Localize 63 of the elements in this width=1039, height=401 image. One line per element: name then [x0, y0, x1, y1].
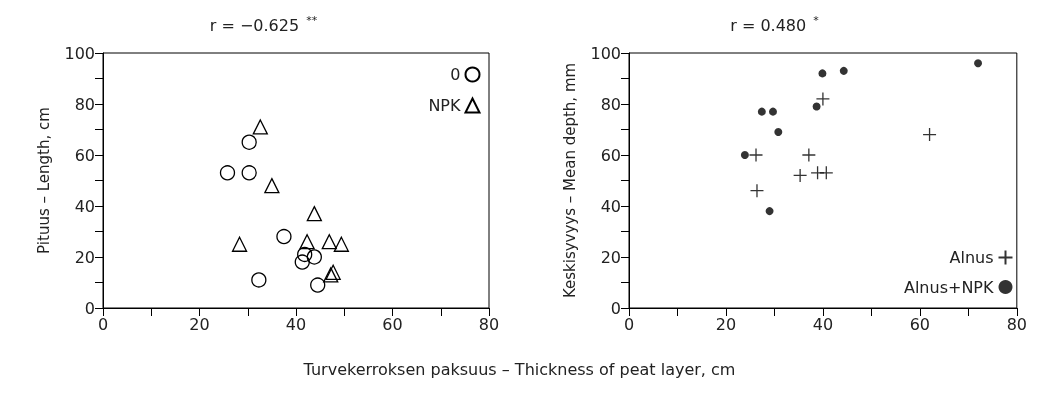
x-tick-label: 80 — [478, 314, 500, 334]
x-tick-label: 60 — [909, 314, 931, 334]
point — [818, 69, 827, 78]
y-tick-label: 60 — [600, 145, 621, 165]
point — [276, 228, 292, 245]
point — [757, 107, 766, 116]
point — [812, 102, 821, 111]
y-tick-label: 80 — [600, 94, 621, 114]
chart-title: r = 0.480 * — [730, 14, 820, 35]
point — [251, 272, 267, 288]
point — [306, 249, 322, 265]
point — [922, 127, 937, 142]
point — [774, 128, 783, 137]
point — [241, 165, 257, 181]
point — [333, 236, 350, 252]
legend-label: NPK — [428, 96, 462, 115]
point — [748, 147, 764, 163]
chart-title: r = −0.625 ** — [209, 14, 318, 35]
x-tick-label: 60 — [382, 314, 403, 334]
x-tick-label: 20 — [715, 314, 737, 334]
point — [792, 168, 808, 183]
point — [321, 234, 337, 250]
y-tick-label: 60 — [74, 145, 95, 165]
x-tick-label: 0 — [623, 314, 635, 334]
x-tick-label: 80 — [1006, 314, 1027, 334]
point — [815, 91, 831, 107]
point — [768, 107, 777, 116]
point — [252, 119, 268, 135]
legend-label: Alnus+NPK — [903, 277, 994, 297]
y-tick-label: 0 — [610, 298, 621, 318]
point — [819, 165, 834, 180]
point — [801, 147, 816, 163]
point — [306, 206, 322, 222]
legend-label: 0 — [450, 65, 461, 84]
point — [294, 254, 310, 270]
x-axis-title: Turvekerroksen paksuus – Thickness of peat layer, cm — [302, 360, 737, 379]
y-axis-title: Keskisyvyys – Mean depth, mm — [560, 62, 579, 299]
point — [231, 236, 248, 252]
point — [740, 151, 749, 159]
point — [974, 59, 983, 68]
x-tick-label: 0 — [97, 314, 109, 334]
point — [219, 165, 236, 181]
point — [749, 183, 765, 198]
x-tick-label: 20 — [189, 314, 210, 334]
x-tick-label: 40 — [812, 314, 834, 334]
y-tick-label: 20 — [74, 247, 95, 267]
legend-label: Alnus — [949, 248, 994, 267]
y-tick-label: 80 — [74, 94, 95, 114]
point — [839, 66, 848, 75]
point — [310, 277, 326, 293]
y-axis-title: Pituus – Length, cm — [34, 107, 53, 254]
x-tick-label: 40 — [285, 314, 307, 334]
point — [297, 246, 313, 263]
y-tick-label: 20 — [600, 247, 621, 267]
y-tick-label: 40 — [74, 196, 95, 216]
y-tick-label: 100 — [590, 43, 621, 63]
y-tick-label: 100 — [64, 43, 95, 63]
y-tick-label: 40 — [600, 196, 621, 216]
point — [765, 207, 774, 216]
point — [299, 234, 315, 250]
point — [241, 134, 257, 150]
y-tick-label: 0 — [84, 298, 95, 318]
point — [264, 177, 280, 194]
